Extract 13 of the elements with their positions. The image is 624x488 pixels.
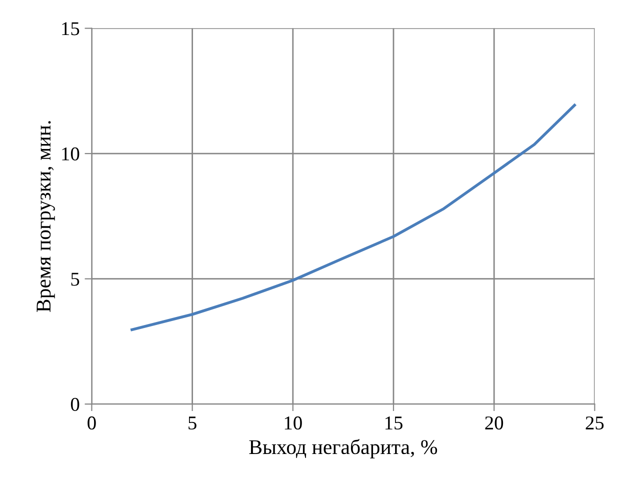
line-series: [130, 104, 576, 332]
x-tick-label: 0: [88, 416, 96, 430]
x-tick-label: 20: [485, 416, 504, 430]
x-axis-title: Выход негабарита, %: [249, 439, 438, 458]
x-tick-label: 25: [586, 416, 604, 430]
y-tick-label: 10: [62, 147, 80, 160]
x-tick-label: 15: [385, 416, 402, 430]
y-tick-label: 0: [70, 398, 80, 411]
x-tick-label: 5: [188, 416, 196, 430]
x-tick-label: 10: [284, 416, 302, 430]
y-tick-label: 15: [62, 22, 80, 36]
y-tick-label: 5: [71, 272, 80, 286]
y-axis-title: Время погрузки, мин.: [36, 121, 55, 312]
